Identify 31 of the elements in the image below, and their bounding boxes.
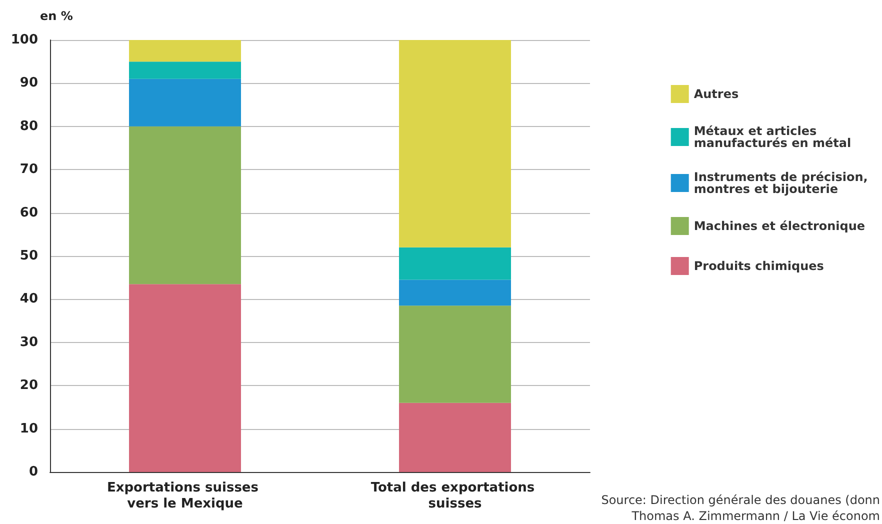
bar [129,62,241,79]
legend-label: Machines et électronique [694,219,866,233]
y-tick-label: 40 [20,292,38,307]
bar [399,306,511,403]
y-tick-label: 70 [20,162,38,178]
text: Thomas A. Zimmermann / La Vie économ [630,509,880,523]
x-tick-label: Exportations suisses vers le Mexique [106,480,264,512]
legend-label: Produits chimiques [694,259,824,273]
y-tick-label: 50 [20,248,38,264]
source-note: Source: Direction générale des douanes (donn [601,493,880,507]
y-tick-label: 80 [20,118,38,134]
bar [129,126,241,284]
bar [129,78,241,126]
y-axis-title: en % [40,9,73,23]
bar [129,40,241,62]
y-tick-label: 90 [20,76,38,91]
y-tick-label: 0 [28,464,38,480]
y-tick-label: 10 [20,421,38,436]
y-tick-label: 100 [10,32,38,48]
legend-label: Instruments de précision, montres et bijouterie [694,170,872,196]
bar [399,402,511,472]
x-tick-label: Total des exportations suisses [370,480,540,512]
legend-label: Autres [694,87,739,101]
y-tick-label: 30 [20,334,38,350]
bar [129,284,241,472]
bar [399,40,511,248]
bar [399,280,511,306]
y-tick-label: 60 [20,205,38,220]
bar [399,247,511,280]
legend-label: Métaux et articles manufacturés en métal [694,124,852,150]
y-tick-label: 20 [20,378,38,394]
